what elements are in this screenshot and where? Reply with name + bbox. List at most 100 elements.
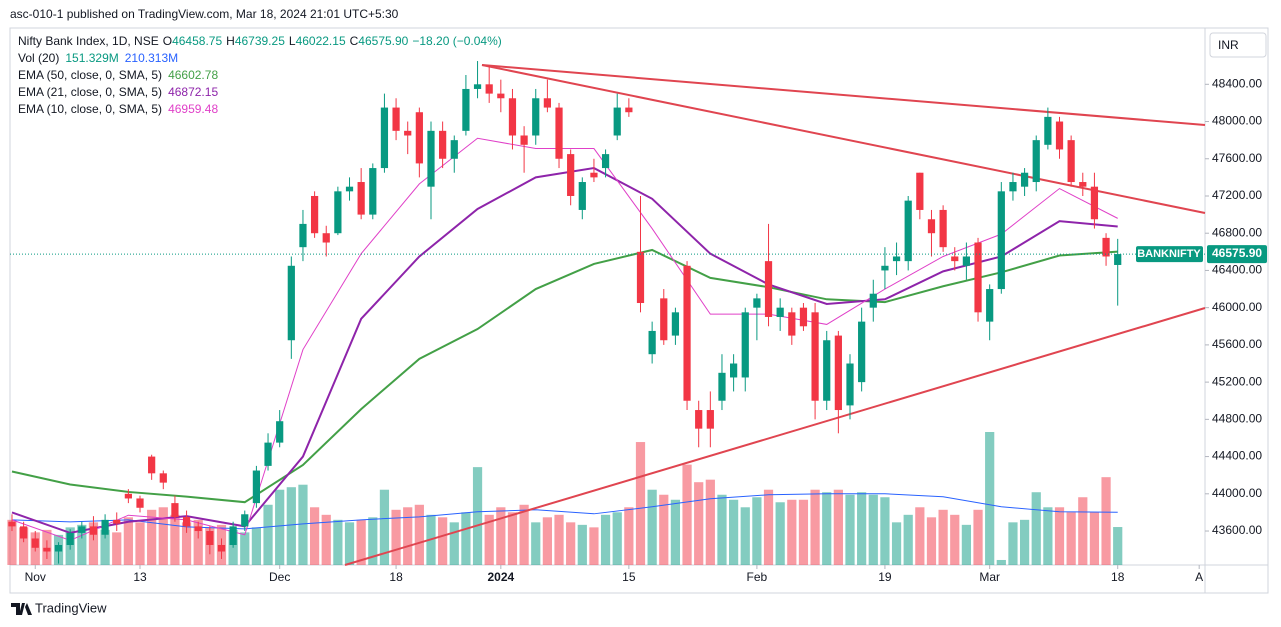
volume-bar <box>752 497 762 565</box>
volume-bar <box>647 489 657 565</box>
candle-body <box>927 219 936 234</box>
candle-body <box>846 363 854 406</box>
trendline <box>481 64 1206 126</box>
volume-bar <box>798 499 809 565</box>
candle-body <box>276 421 284 443</box>
volume-bar <box>484 514 494 565</box>
volume-bar <box>717 494 727 565</box>
volume-name: Vol (20) <box>18 51 59 65</box>
volume-bar <box>577 524 587 565</box>
candle-body <box>718 372 726 401</box>
volume-bar <box>926 517 937 565</box>
candle-body <box>113 519 121 524</box>
y-tick-label: 47200.00 <box>1212 188 1262 202</box>
candle-body <box>1044 116 1052 145</box>
volume-bar <box>1101 477 1111 565</box>
volume-bar <box>112 532 122 565</box>
candle-body <box>567 154 575 196</box>
volume-bar <box>1066 512 1076 565</box>
candle-body <box>706 410 714 429</box>
candle-body <box>590 172 598 178</box>
x-tick-label: Dec <box>269 570 290 584</box>
y-tick-label: 44800.00 <box>1212 412 1262 426</box>
y-tick-label: 44000.00 <box>1212 486 1262 500</box>
volume-bar <box>915 507 925 565</box>
volume-bar <box>181 522 192 565</box>
y-tick-label: 45600.00 <box>1212 337 1262 351</box>
volume-bar <box>472 467 483 565</box>
volume-bar <box>705 479 715 565</box>
ema-line <box>11 137 1118 541</box>
volume-bar <box>822 492 832 565</box>
volume-bar <box>344 522 355 565</box>
volume-bar <box>961 524 972 565</box>
candle-body <box>695 410 703 429</box>
volume-bar <box>1089 512 1100 565</box>
ema-name: EMA (21, close, 0, SMA, 5) <box>18 85 162 99</box>
candle-body <box>357 182 365 215</box>
volume-bar <box>891 522 902 565</box>
candle-body <box>555 107 563 159</box>
volume-sma-value: 210.313M <box>125 51 178 65</box>
legend: Nifty Bank Index, 1D, NSE O46458.75 H46739… <box>18 34 502 116</box>
volume-bar <box>973 509 983 565</box>
volume-bar <box>414 504 424 565</box>
publish-header: asc-010-1 published on TradingView.com, … <box>10 7 399 21</box>
volume-bar <box>391 509 401 565</box>
candle-body <box>182 517 191 527</box>
ema-legend: EMA (50, close, 0, SMA, 5) 46602.78 <box>18 68 218 82</box>
candle-body <box>1055 121 1064 150</box>
volume-bar <box>996 559 1006 565</box>
ema-value: 46872.15 <box>168 85 218 99</box>
ohlc-key: H <box>226 34 235 48</box>
x-tick-label: 18 <box>1111 570 1125 584</box>
candle-body <box>322 233 330 243</box>
y-tick-label: 45200.00 <box>1212 374 1262 388</box>
candle-body <box>439 130 447 159</box>
ohlc-key: L <box>289 34 296 48</box>
volume-bar <box>298 484 308 565</box>
candle-body <box>101 519 109 535</box>
volume-bar <box>135 522 145 565</box>
volume-bar <box>1113 527 1123 565</box>
volume-bar <box>321 514 331 565</box>
candle-body <box>171 503 179 518</box>
trendline <box>481 64 1206 214</box>
candle-body <box>473 84 482 89</box>
volume-bar <box>810 489 820 565</box>
volume-bar <box>88 522 99 565</box>
volume-bar <box>1008 522 1018 565</box>
volume-bar <box>123 517 133 565</box>
currency-button[interactable] <box>1209 32 1267 58</box>
volume-bar <box>193 519 203 565</box>
y-tick-label: 46400.00 <box>1212 263 1262 277</box>
candle-body <box>823 340 831 401</box>
volume-bar <box>251 527 262 565</box>
volume-bar <box>496 507 506 565</box>
candle-body <box>427 130 435 187</box>
candle-body <box>43 547 51 552</box>
y-tick-label: 44400.00 <box>1212 449 1262 463</box>
candle-body <box>20 526 28 539</box>
volume-bar <box>729 499 739 565</box>
candle-body <box>811 312 819 401</box>
candle-body <box>287 265 295 341</box>
candle-body <box>508 98 517 136</box>
x-tick-label: 13 <box>133 570 147 584</box>
candle-body <box>625 107 633 113</box>
volume-bar <box>694 482 704 565</box>
candle-body <box>1020 172 1029 187</box>
candle-body <box>89 526 98 535</box>
volume-bar <box>857 492 867 565</box>
candle-body <box>939 209 947 248</box>
candle-body <box>264 442 272 466</box>
x-tick-label: Nov <box>25 570 46 584</box>
footer-logo: TradingView <box>11 600 107 615</box>
candle-body <box>1090 186 1099 220</box>
candle-body <box>66 532 74 545</box>
currency-label[interactable]: INR <box>1218 38 1239 52</box>
volume-bar <box>624 507 634 565</box>
candle-body <box>159 473 167 483</box>
volume-bar <box>368 517 378 565</box>
x-tick-label: 19 <box>878 570 892 584</box>
